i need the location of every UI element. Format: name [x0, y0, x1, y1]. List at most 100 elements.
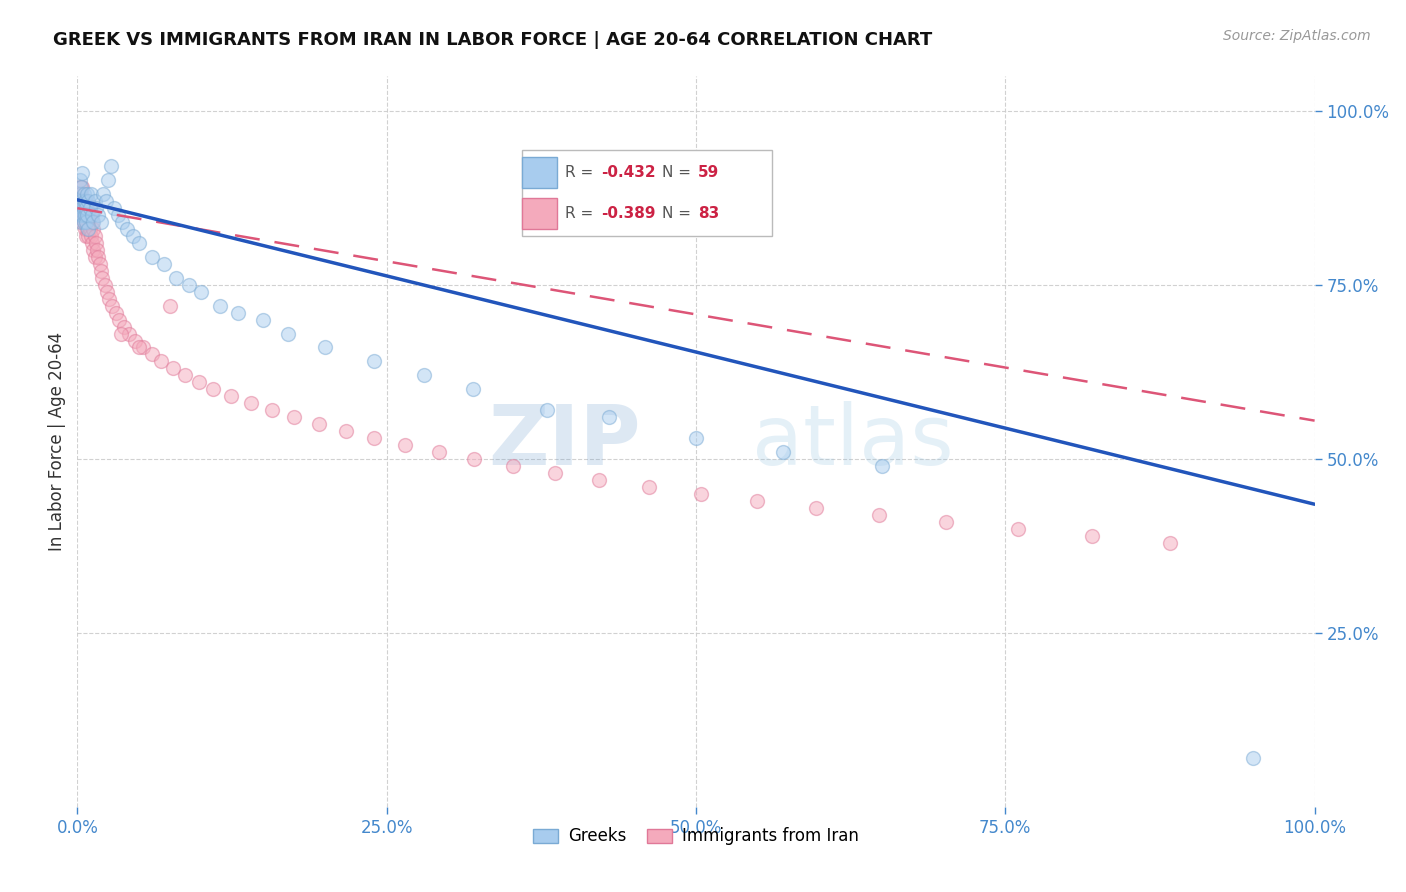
Point [128, 235, 150, 250]
Point [76, 208, 98, 222]
Text: 83: 83 [699, 206, 720, 221]
Point [110, 326, 132, 341]
Point [70, 215, 93, 229]
FancyBboxPatch shape [522, 157, 557, 187]
Point [394, 438, 416, 452]
Point [72, 194, 94, 209]
Point [90, 215, 112, 229]
Text: -0.389: -0.389 [600, 206, 655, 221]
Point [82, 222, 104, 236]
Point [118, 326, 141, 341]
Text: ZIP: ZIP [488, 401, 640, 482]
Point [69, 173, 91, 187]
Point [77, 194, 100, 209]
Point [112, 319, 135, 334]
Point [72, 208, 94, 222]
Point [67, 201, 90, 215]
Point [80, 229, 103, 244]
Point [190, 285, 212, 299]
Point [69, 194, 91, 209]
Point [690, 487, 713, 501]
Point [208, 299, 231, 313]
Text: R =: R = [565, 206, 598, 221]
Text: GREEK VS IMMIGRANTS FROM IRAN IN LABOR FORCE | AGE 20-64 CORRELATION CHART: GREEK VS IMMIGRANTS FROM IRAN IN LABOR F… [53, 31, 932, 49]
Point [363, 354, 385, 368]
Point [96, 285, 118, 299]
Point [104, 306, 127, 320]
Point [427, 445, 450, 459]
Point [283, 410, 305, 425]
Point [98, 292, 121, 306]
Point [1081, 528, 1104, 542]
Point [82, 215, 104, 229]
Point [70, 194, 93, 209]
Point [97, 173, 120, 187]
Point [870, 458, 893, 473]
Point [685, 431, 707, 445]
Text: Source: ZipAtlas.com: Source: ZipAtlas.com [1223, 29, 1371, 43]
Point [219, 389, 242, 403]
Point [77, 222, 100, 236]
Point [239, 396, 262, 410]
Point [77, 215, 100, 229]
Point [124, 334, 146, 348]
Point [588, 473, 610, 487]
Point [76, 222, 98, 236]
Point [72, 201, 94, 215]
Point [638, 480, 661, 494]
Point [76, 187, 98, 202]
Point [141, 250, 163, 264]
Point [162, 361, 184, 376]
Point [75, 229, 97, 244]
Point [132, 341, 155, 355]
Point [90, 264, 112, 278]
Text: 59: 59 [699, 165, 720, 180]
Point [84, 201, 107, 215]
Point [72, 215, 94, 229]
Legend: Greeks, Immigrants from Iran: Greeks, Immigrants from Iran [524, 819, 868, 854]
Point [260, 403, 283, 417]
Point [70, 201, 93, 215]
Point [100, 160, 122, 174]
Point [83, 250, 105, 264]
Point [70, 208, 93, 222]
Point [73, 208, 96, 222]
Point [202, 382, 225, 396]
Point [745, 493, 768, 508]
Point [80, 187, 103, 202]
Point [544, 466, 567, 480]
Point [70, 180, 93, 194]
Point [412, 368, 434, 383]
Point [502, 458, 524, 473]
Point [73, 201, 96, 215]
Point [75, 201, 97, 215]
Point [73, 194, 96, 209]
Point [72, 194, 94, 209]
Y-axis label: In Labor Force | Age 20-64: In Labor Force | Age 20-64 [48, 332, 66, 551]
Point [159, 299, 181, 313]
Point [72, 201, 94, 215]
Point [115, 222, 138, 236]
Text: R =: R = [565, 165, 598, 180]
Point [75, 215, 97, 229]
Point [87, 208, 110, 222]
Point [108, 312, 131, 326]
Point [1241, 751, 1264, 765]
Point [187, 376, 209, 390]
Text: -0.432: -0.432 [600, 165, 655, 180]
Point [363, 431, 385, 445]
Point [804, 500, 827, 515]
Point [107, 208, 129, 222]
Point [153, 257, 176, 271]
Point [79, 201, 101, 215]
Point [76, 208, 98, 222]
Point [75, 194, 97, 209]
Point [67, 201, 90, 215]
Point [111, 215, 134, 229]
Point [79, 201, 101, 215]
Point [82, 215, 104, 229]
Point [150, 354, 173, 368]
Point [463, 382, 485, 396]
Point [101, 299, 124, 313]
Point [69, 187, 91, 202]
